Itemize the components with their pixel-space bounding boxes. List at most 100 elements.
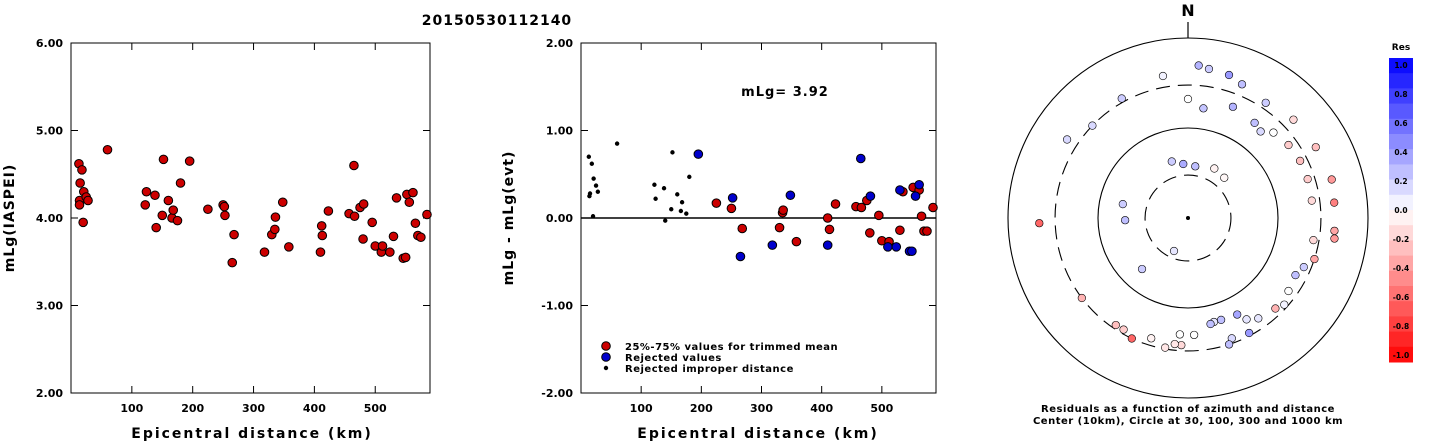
x-tick-label: 300 [750, 402, 773, 415]
data-point [388, 231, 399, 242]
data-point [895, 225, 905, 236]
station-point [1206, 319, 1215, 329]
data-point [323, 206, 334, 216]
station-point [1299, 263, 1308, 272]
colorbar-tick-label: 0.4 [1394, 148, 1407, 157]
data-point [679, 200, 685, 205]
legend-marker [601, 352, 611, 362]
data-point [358, 234, 368, 244]
data-point [220, 210, 230, 221]
station-point [1291, 271, 1300, 280]
data-point [317, 230, 328, 241]
data-point [219, 201, 230, 212]
data-point [586, 154, 592, 159]
data-point [663, 218, 668, 223]
data-point [785, 190, 796, 201]
colorbar-swatch [1389, 270, 1413, 287]
station-point [1161, 343, 1170, 352]
data-point [737, 223, 748, 234]
y-axis-label: mLg - mLg(evt) [501, 151, 517, 286]
north-label: N [1181, 1, 1194, 20]
data-point [687, 174, 692, 180]
ring-30km [1144, 174, 1232, 262]
data-point [865, 228, 875, 238]
station-point [1310, 254, 1319, 264]
data-point [316, 221, 327, 231]
data-point [791, 236, 802, 247]
colorbar-tick-label: 0.0 [1394, 206, 1407, 215]
y-tick-label: 2.00 [546, 37, 573, 50]
x-tick-label: 100 [630, 402, 653, 415]
data-point [168, 205, 179, 215]
station-point [1261, 98, 1270, 107]
data-point [652, 182, 657, 187]
x-axis-label: Epicentral distance (km) [637, 426, 878, 441]
colorbar-swatches [1389, 58, 1413, 363]
data-point [74, 200, 85, 210]
data-point [830, 199, 841, 209]
ring-1000km [1007, 37, 1369, 399]
colorbar-title: Res [1392, 43, 1410, 53]
data-point [158, 154, 169, 165]
station-point [1224, 340, 1234, 349]
colorbar-tick-label: -0.2 [1393, 235, 1409, 244]
data-point [349, 211, 360, 222]
colorbar-tick-label: -0.6 [1393, 293, 1409, 302]
station-points [1035, 61, 1339, 352]
data-point [404, 197, 415, 208]
data-point [907, 246, 917, 257]
point-layer [74, 144, 432, 268]
station-point [1119, 325, 1128, 334]
colorbar-tick-label: 0.8 [1394, 90, 1407, 99]
legend-label: 25%-75% values for trimmed mean [625, 342, 838, 353]
data-point [774, 222, 785, 233]
data-point [259, 247, 270, 257]
station-point [1210, 164, 1219, 173]
data-point [229, 229, 239, 240]
colorbar-labels: 1.0 0.8 0.6 0.4 0.2 0.0 -0.2 -0.4 -0.6 -0.8 -1.0 [1393, 61, 1409, 360]
data-point [367, 217, 377, 228]
distance-rings [1007, 37, 1369, 399]
station-point [1035, 219, 1044, 228]
colorbar-swatch [1389, 134, 1413, 150]
station-point [1330, 226, 1339, 235]
data-point [891, 242, 902, 252]
station-point [1204, 64, 1214, 74]
station-point [1121, 216, 1130, 225]
data-point [614, 141, 620, 146]
data-point [727, 193, 738, 203]
data-point [874, 210, 884, 221]
x-tick-label: 200 [690, 402, 713, 415]
data-point [669, 207, 674, 212]
data-point [358, 199, 369, 209]
data-point [778, 205, 788, 215]
data-point [855, 153, 866, 164]
colorbar-swatch [1389, 286, 1413, 302]
data-point [910, 191, 921, 201]
colorbar-tick-label: 1.0 [1394, 61, 1407, 70]
data-point [391, 193, 402, 203]
station-point [1233, 310, 1242, 319]
tick-layer: 100 200 300 400 500 2.00 3.00 4.00 5.00 6.00 [36, 37, 430, 415]
data-point [591, 176, 596, 181]
data-point [684, 211, 689, 216]
colorbar-swatch [1389, 103, 1413, 120]
station-point [1256, 127, 1265, 136]
station-point [1158, 71, 1168, 81]
data-point [590, 214, 596, 219]
data-point [102, 144, 113, 155]
colorbar-swatch [1389, 255, 1413, 272]
station-point [1224, 70, 1234, 80]
data-point [824, 224, 835, 235]
data-point [83, 195, 93, 206]
colorbar-swatch [1389, 194, 1413, 211]
colorbar-swatch [1389, 225, 1413, 241]
data-point [589, 161, 595, 166]
station-point [1220, 173, 1229, 182]
magnitude-annotation: mLg= 3.92 [741, 85, 829, 100]
data-point [150, 190, 160, 201]
station-point [1137, 264, 1147, 274]
y-tick-label: 0.00 [546, 212, 573, 225]
station-point [1245, 328, 1254, 338]
